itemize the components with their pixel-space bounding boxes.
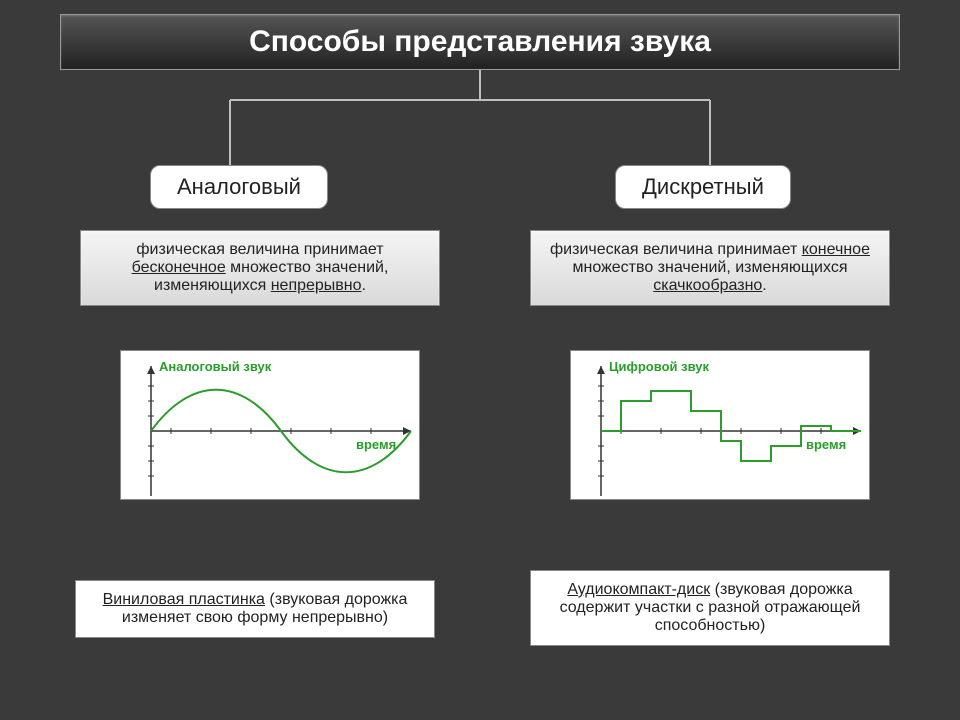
- svg-text:Аналоговый звук: Аналоговый звук: [159, 359, 272, 374]
- title-bar: Способы представления звука: [60, 14, 900, 70]
- page-title: Способы представления звука: [249, 25, 711, 59]
- svg-text:Цифровой звук: Цифровой звук: [609, 359, 709, 374]
- caption-digital: Аудиокомпакт-диск (звуковая дорожка соде…: [530, 570, 890, 646]
- desc-digital: физическая величина принимает конечное м…: [530, 230, 890, 306]
- branch-analog: Аналоговый: [150, 165, 328, 209]
- branch-digital-label: Дискретный: [642, 174, 764, 199]
- caption-analog: Виниловая пластинка (звуковая дорожка из…: [75, 580, 435, 638]
- desc-analog: физическая величина принимает бесконечно…: [80, 230, 440, 306]
- chart-analog: Аналоговый звук время: [120, 350, 420, 500]
- chart-digital: Цифровой звук время: [570, 350, 870, 500]
- connector-lines: [0, 70, 960, 200]
- svg-text:время: время: [356, 437, 396, 452]
- branch-analog-label: Аналоговый: [177, 174, 301, 199]
- svg-text:время: время: [806, 437, 846, 452]
- branch-digital: Дискретный: [615, 165, 791, 209]
